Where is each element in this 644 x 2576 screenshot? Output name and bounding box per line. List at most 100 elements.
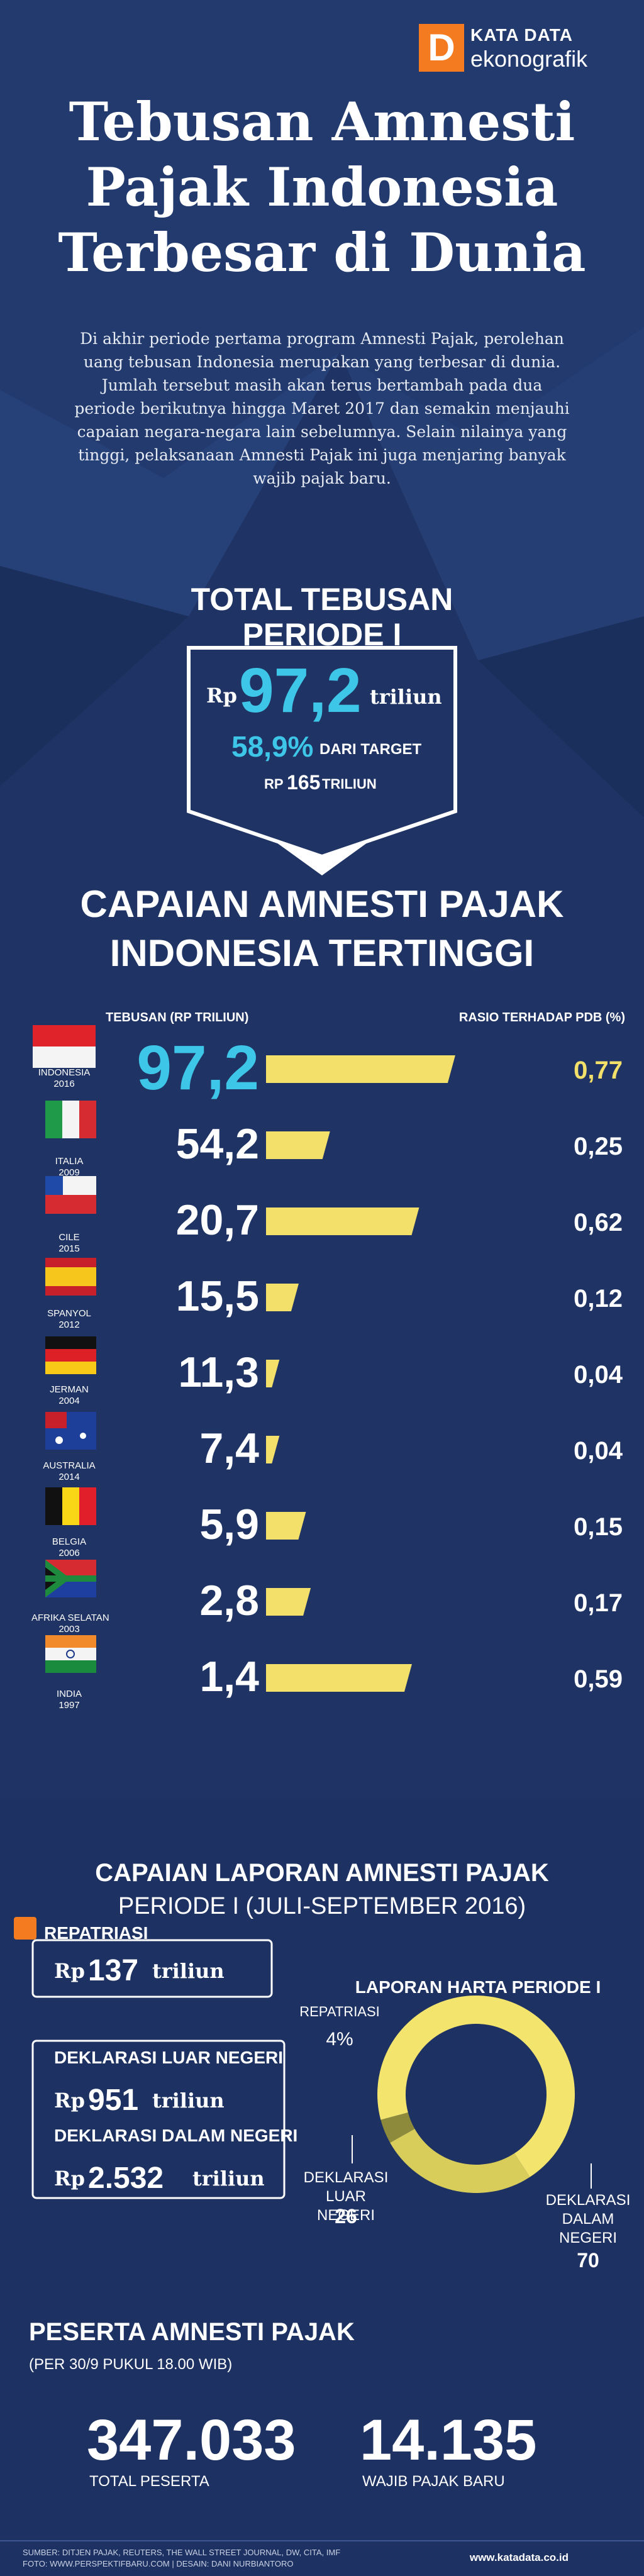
report-value: 137: [88, 1954, 139, 1987]
chart-title: INDONESIA TERTINGGI: [109, 932, 535, 974]
ratio-value: 0,15: [574, 1513, 623, 1541]
pie-label: REPATRIASI: [299, 2004, 380, 2019]
total-title: PERIODE I: [242, 617, 402, 652]
bg-shape: [0, 0, 644, 478]
stat-label: TOTAL PESERTA: [89, 2473, 209, 2490]
pie-slice: [390, 2128, 530, 2193]
repatriation-icon: [14, 1917, 36, 1940]
bg-shape: [478, 616, 644, 818]
pie-value: 4%: [326, 2029, 353, 2050]
intro: Di akhir periode pertama program Amnesti…: [74, 330, 570, 487]
pie-label: DEKLARASI DALAM NEGERI: [545, 2192, 631, 2246]
year-label: 2015: [58, 1243, 80, 1254]
logo-brand: KATA DATA: [470, 25, 573, 45]
tebusan-value: 97,2: [136, 1033, 259, 1103]
ratio-value: 0,62: [574, 1209, 623, 1236]
report-label: DEKLARASI LUAR NEGERI: [54, 2048, 284, 2067]
report-label: REPATRIASI: [44, 1923, 148, 1943]
bar: [266, 1284, 299, 1311]
report-currency: Rp: [54, 2089, 85, 2112]
country-label: SPANYOL: [47, 1308, 91, 1319]
bar: [266, 1131, 330, 1159]
target-currency: RP: [264, 776, 284, 792]
pie-label: DEKLARASI LUAR NEGERI: [303, 2169, 389, 2224]
participants-title: PESERTA AMNESTI PAJAK: [29, 2318, 355, 2346]
year-label: 2016: [53, 1079, 75, 1089]
bar: [266, 1588, 311, 1616]
bar: [266, 1664, 412, 1692]
tebusan-value: 5,9: [199, 1501, 259, 1548]
report-label: DEKLARASI DALAM NEGERI: [54, 2126, 298, 2145]
repatriation-box: [31, 1939, 273, 1998]
report-unit: triliun: [192, 2167, 265, 2190]
total-title: TOTAL TEBUSAN: [191, 582, 453, 617]
total-percent-note: DARI TARGET: [319, 741, 422, 758]
tebusan-value: 7,4: [199, 1424, 259, 1472]
ratio-value: 0,59: [574, 1665, 623, 1693]
stat-value: 347.033: [87, 2408, 296, 2472]
legend-label: TEBUSAN (RP TRILIUN): [106, 1011, 249, 1024]
bar: [266, 1512, 306, 1540]
report-currency: Rp: [54, 1959, 85, 1983]
total-percent: 58,9%: [231, 730, 314, 763]
year-label: 2009: [58, 1167, 80, 1178]
ratio-value: 0,17: [574, 1589, 623, 1617]
year-label: 2014: [58, 1472, 80, 1482]
tebusan-value: 15,5: [175, 1272, 259, 1320]
ratio-value: 0,04: [574, 1437, 623, 1465]
total-value: 97,2: [239, 655, 362, 726]
bar: [266, 1055, 455, 1083]
total-frame: [187, 646, 457, 859]
pie-title: LAPORAN HARTA PERIODE I: [355, 1977, 601, 1997]
legend-label: RASIO TERHADAP PDB (%): [458, 1011, 625, 1024]
country-label: JERMAN: [50, 1384, 89, 1395]
flags: [33, 1025, 96, 1673]
tebusan-value: 1,4: [199, 1653, 259, 1701]
year-label: 2003: [58, 1624, 80, 1635]
declaration-box: [31, 2040, 286, 2199]
footer-site: www.katadata.co.id: [469, 2551, 569, 2563]
report-value: 2.532: [88, 2162, 164, 2195]
tebusan-value: 11,3: [178, 1348, 259, 1396]
report-unit: triliun: [152, 1959, 225, 1983]
participants-note: (PER 30/9 PUKUL 18.00 WIB): [29, 2356, 233, 2373]
bar: [266, 1436, 280, 1463]
pie-value: 26: [335, 2205, 357, 2228]
ratio-value: 0,25: [574, 1133, 623, 1160]
logo-mark: D: [428, 26, 455, 69]
pie-slice: [377, 1996, 575, 2177]
country-label: BELGIA: [52, 1536, 87, 1547]
target-value: 165: [287, 771, 321, 794]
bar: [266, 1360, 280, 1387]
country-label: INDONESIA: [38, 1067, 91, 1078]
bar: [266, 1208, 419, 1235]
tebusan-value: 54,2: [175, 1120, 259, 1168]
country-label: AFRIKA SELATAN: [31, 1613, 109, 1623]
tebusan-value: 20,7: [175, 1196, 259, 1244]
stat-value: 14.135: [360, 2408, 537, 2472]
country-label: AUSTRALIA: [43, 1460, 96, 1471]
total-arrow: [277, 843, 367, 875]
logo-product: ekonografik: [470, 46, 588, 72]
tebusan-value: 2,8: [199, 1577, 259, 1624]
title: Terbesar di Dunia: [58, 221, 586, 284]
target-unit: TRILIUN: [322, 776, 377, 792]
total-currency: Rp: [206, 684, 237, 708]
year-label: 2006: [58, 1548, 80, 1558]
report-value: 951: [88, 2084, 139, 2117]
year-label: 2004: [58, 1396, 80, 1406]
bg-shape: [0, 352, 340, 616]
bg-shape: [0, 1799, 644, 2576]
chart-title: CAPAIAN AMNESTI PAJAK: [80, 883, 564, 925]
report-title: CAPAIAN LAPORAN AMNESTI PAJAK: [95, 1859, 549, 1887]
country-label: INDIA: [56, 1689, 82, 1699]
pie-value: 70: [577, 2249, 599, 2272]
report-subtitle: PERIODE I (JULI-SEPTEMBER 2016): [118, 1893, 526, 1919]
stat-label: WAJIB PAJAK BARU: [362, 2473, 505, 2490]
year-label: 2012: [58, 1319, 80, 1330]
ratio-value: 0,77: [574, 1057, 623, 1084]
total-unit: triliun: [370, 685, 442, 709]
title: Pajak Indonesia: [86, 156, 558, 218]
country-label: CILE: [58, 1232, 80, 1243]
